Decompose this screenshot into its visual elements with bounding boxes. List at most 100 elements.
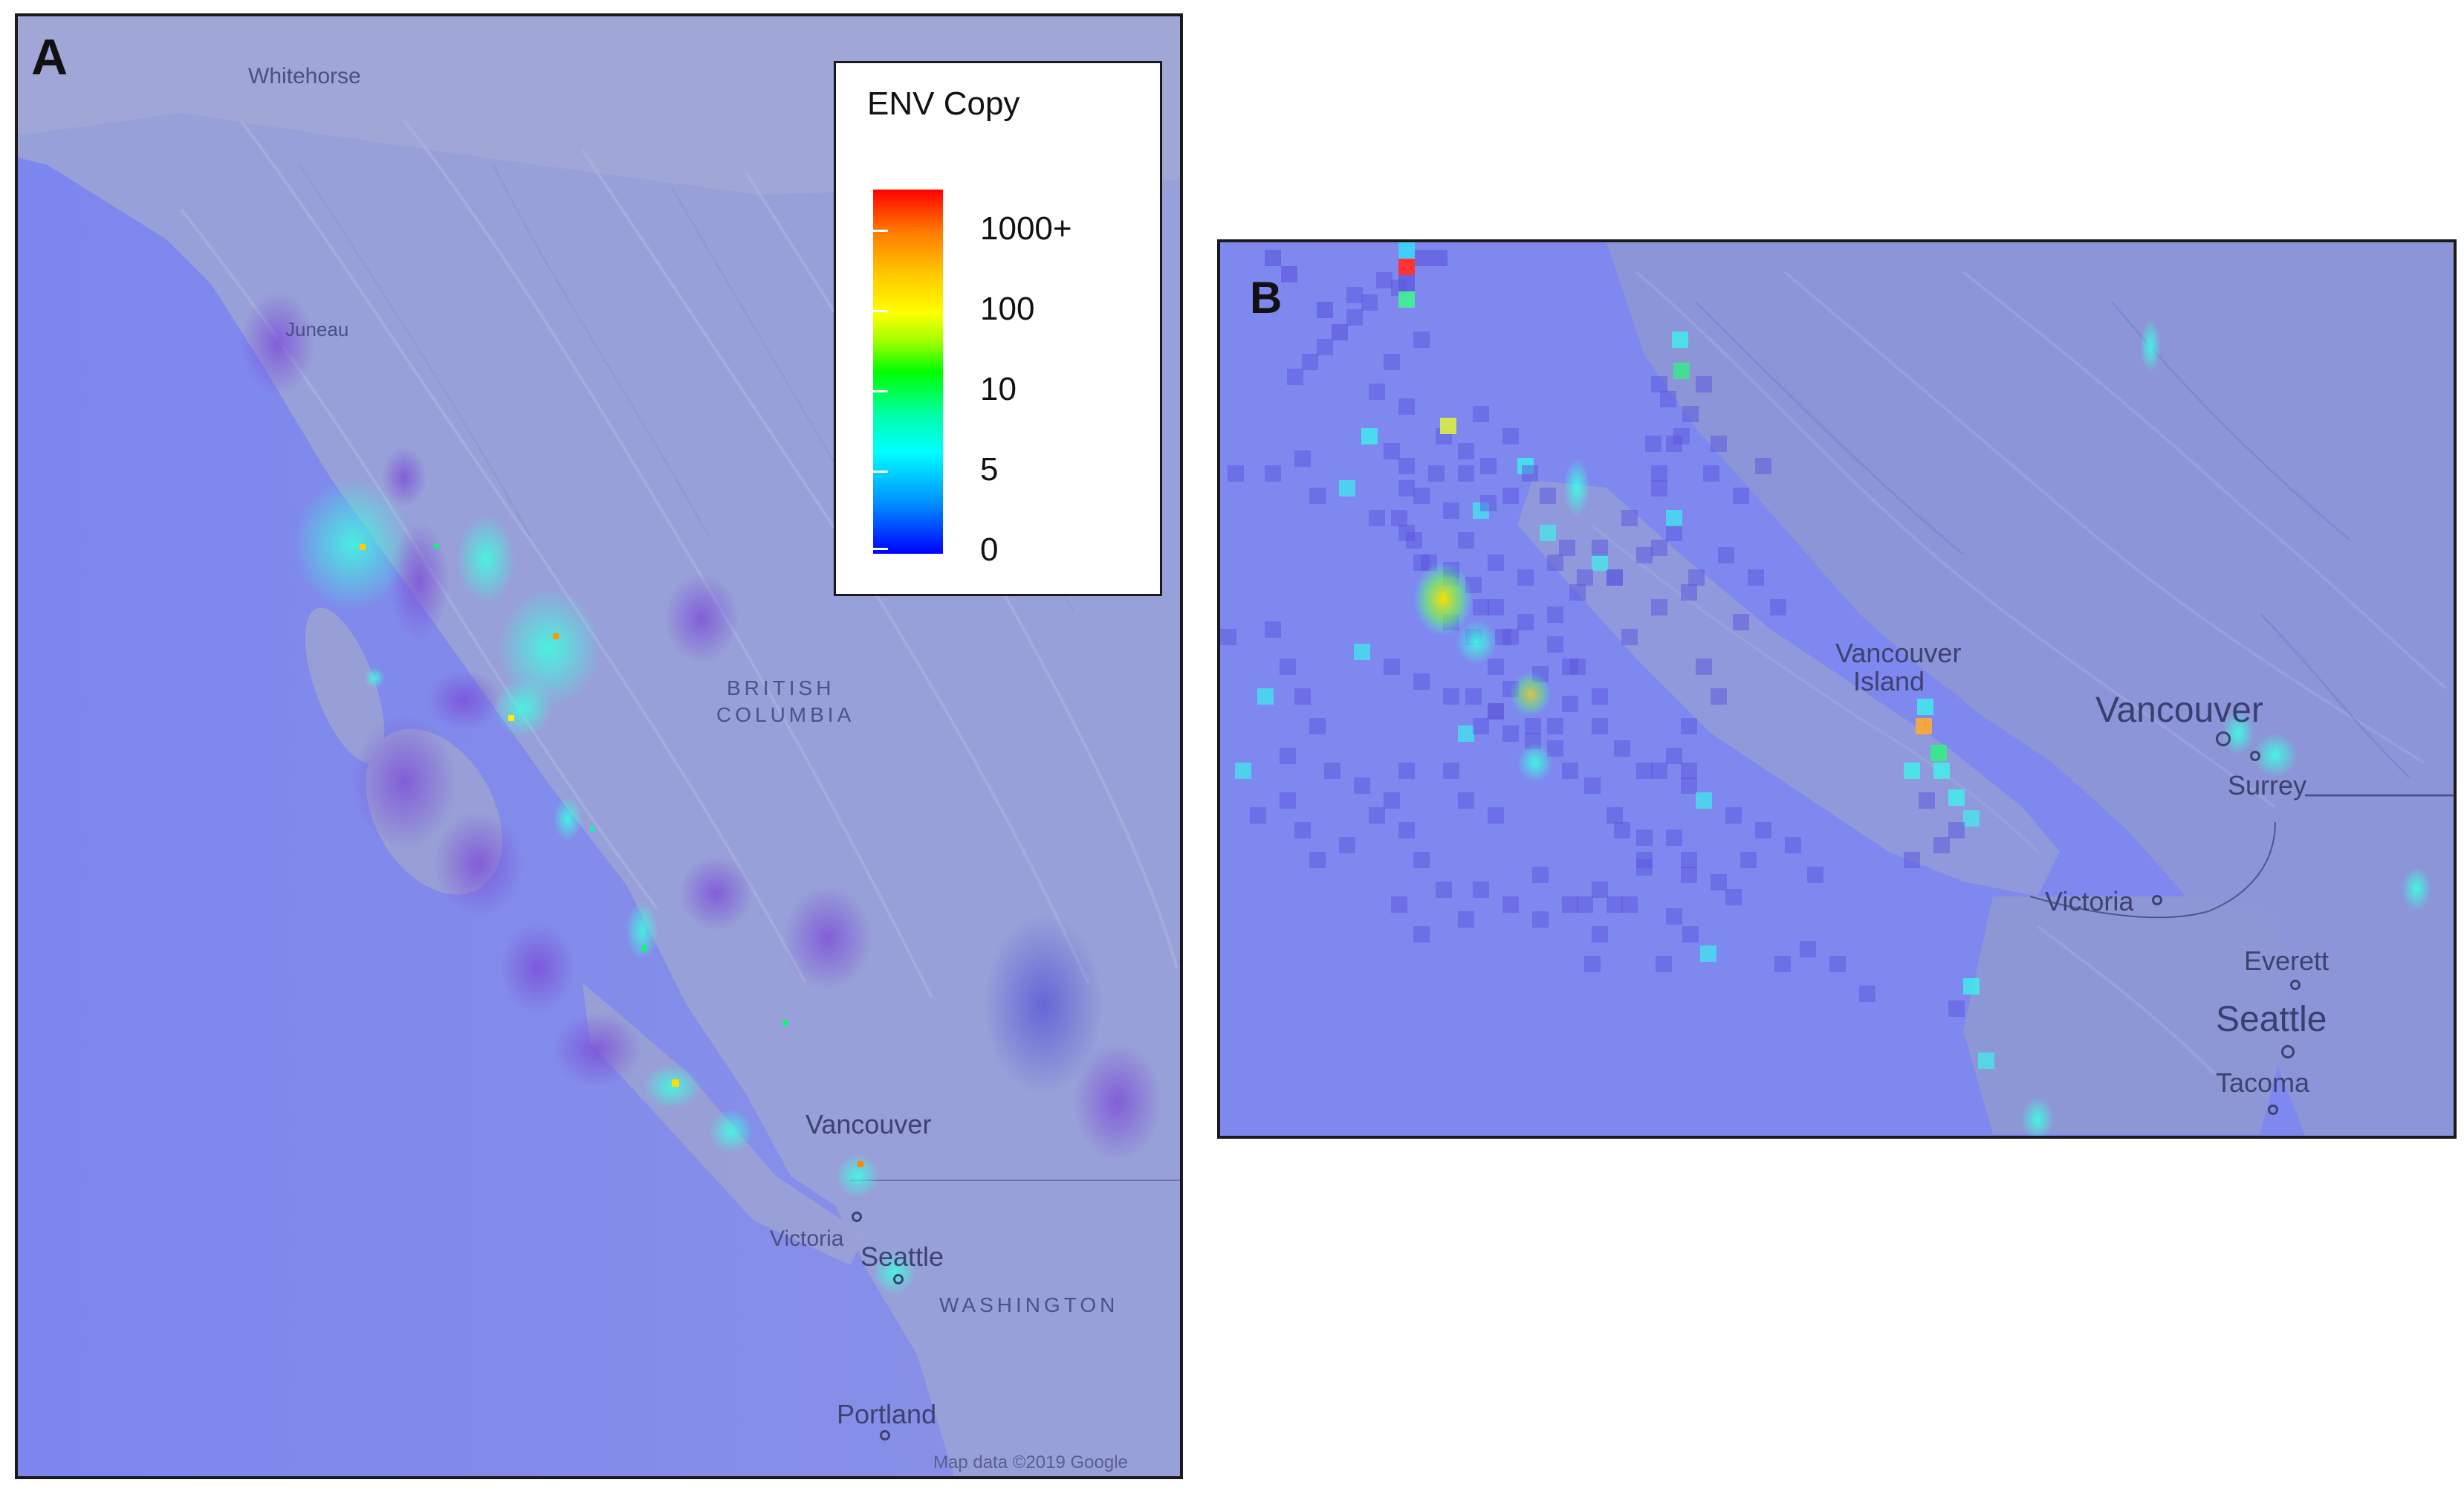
heatmap-pixel xyxy=(1488,703,1504,720)
heatmap-pixel xyxy=(1621,510,1638,526)
heatmap-pixel xyxy=(1443,688,1459,705)
heatmap-pixel xyxy=(1532,867,1549,883)
heatmap-pixel xyxy=(1413,554,1430,571)
heatmap-pixel xyxy=(1480,458,1497,474)
heatmap-pixel xyxy=(1413,852,1430,868)
heatmap-pixel xyxy=(1354,644,1370,660)
legend-tickmark-10 xyxy=(873,390,888,392)
legend-tick-label: 100 xyxy=(980,291,1035,327)
heatmap-pixel xyxy=(1774,956,1791,972)
heatmap-pixel xyxy=(1294,822,1311,838)
heatmap-pixel xyxy=(1711,688,1727,705)
heatmap-pixel xyxy=(1398,458,1415,474)
heatmap-pixel xyxy=(1502,725,1519,742)
legend-title: ENV Copy xyxy=(867,85,1020,122)
heatmap-pixel xyxy=(1666,908,1682,925)
heatmap-pixel xyxy=(1502,896,1519,913)
label-portland: Portland xyxy=(837,1399,937,1429)
heatmap-pixel xyxy=(1755,822,1771,838)
heatmap-pixel xyxy=(1473,406,1489,422)
heatmap-pixel xyxy=(1592,540,1608,556)
legend-tick-label: 0 xyxy=(980,531,999,568)
heatmap-pixel xyxy=(1332,324,1348,340)
heatmap-pixel xyxy=(1532,911,1549,928)
heatmap-pixel xyxy=(1660,391,1676,407)
heatmap-pixel xyxy=(1339,837,1355,853)
heatmap-pixel xyxy=(1369,384,1385,400)
heatmap-pixel xyxy=(1562,763,1578,779)
map-panel-a[interactable]: A Whitehorse Juneau BRITISH COLUMBIA Van… xyxy=(15,13,1183,1479)
heatmap-pixel xyxy=(1800,941,1816,957)
heatmap-pixel xyxy=(1525,718,1541,734)
heatmap-pixel xyxy=(1636,547,1653,563)
heatmap-pixel xyxy=(1250,807,1266,824)
heatmap-pixel xyxy=(1607,896,1623,913)
heatmap-pixel xyxy=(1636,859,1653,876)
heatmap-pixel xyxy=(1733,614,1749,630)
heatmap-pixel xyxy=(1398,275,1415,291)
heatmap-pixel xyxy=(1398,480,1415,497)
heatmap-pixel xyxy=(1666,510,1682,526)
heatmap-pixel xyxy=(1547,607,1563,623)
legend-tick-label: 5 xyxy=(980,451,999,488)
heatmap-pixel xyxy=(1436,882,1452,898)
heatmap-pixel xyxy=(1807,867,1823,883)
heatmap-pixel xyxy=(1569,659,1586,675)
heatmap-pixel xyxy=(1651,376,1667,392)
heatmap-pixel xyxy=(1681,584,1697,601)
heatmap-pixel xyxy=(1547,636,1563,653)
heatmap-pixel xyxy=(1577,569,1593,586)
label-juneau: Juneau xyxy=(285,318,349,340)
heatmap-pixel xyxy=(1651,763,1667,779)
heatmap-pixel xyxy=(1265,621,1281,638)
heatmap-pixel xyxy=(1785,837,1801,853)
heatmap-pixel xyxy=(1473,882,1489,898)
label-seattle-a: Seattle xyxy=(860,1241,944,1272)
heatmap-pixel xyxy=(1443,763,1459,779)
heatmap-pixel xyxy=(1384,443,1400,459)
heatmap-pixel xyxy=(1733,488,1749,504)
heatmap-pixel xyxy=(1740,852,1757,868)
panel-a-letter: A xyxy=(31,29,68,85)
label-british: BRITISH xyxy=(727,676,835,699)
heatmap-pixel xyxy=(1755,458,1771,474)
label-vancouver-a: Vancouver xyxy=(805,1109,932,1139)
heatmap-pixel xyxy=(1302,354,1318,370)
heatmap-pixel xyxy=(1287,369,1303,385)
heatmap-pixel xyxy=(1916,718,1932,734)
heatmap-pixel xyxy=(1458,911,1474,928)
heatmap-pixel xyxy=(1309,852,1326,868)
city-dot-seattle-b xyxy=(2281,1045,2295,1058)
label-columbia: COLUMBIA xyxy=(716,703,855,726)
heatmap-pixel xyxy=(1517,569,1534,586)
map-b-terrain xyxy=(1220,242,2454,1136)
heatmap-pixel xyxy=(1443,502,1459,519)
heatmap-pixel xyxy=(1480,495,1497,511)
heatmap-pixel xyxy=(1829,956,1846,972)
heatmap-pixel xyxy=(1361,294,1378,311)
label-tacoma: Tacoma xyxy=(2216,1067,2310,1098)
label-victoria-a: Victoria xyxy=(770,1226,844,1251)
heatmap-pixel xyxy=(1703,465,1719,482)
label-vancouver-island-line2: Island xyxy=(1853,666,1925,696)
heatmap-pixel xyxy=(1384,354,1400,370)
heatmap-pixel xyxy=(1748,569,1764,586)
heatmap-pixels xyxy=(1220,242,1994,1069)
heatmap-pixel xyxy=(1488,599,1504,615)
heatmap-pixel xyxy=(1645,436,1661,452)
city-dot-everett xyxy=(2290,980,2301,990)
color-legend: ENV Copy 1000+ 100 10 5 0 xyxy=(834,61,1162,596)
legend-tick-label: 10 xyxy=(980,371,1017,407)
heatmap-pixel xyxy=(1700,945,1716,962)
map-panel-b[interactable]: B Vancouver Island Vancouver Surrey Vict… xyxy=(1217,239,2457,1139)
heatmap-pixel xyxy=(1398,259,1415,275)
label-whitehorse: Whitehorse xyxy=(248,64,361,88)
heatmap-pixel xyxy=(1458,532,1474,549)
heatmap-pixel xyxy=(1502,428,1519,444)
heatmap-pixel xyxy=(1413,926,1430,943)
heatmap-pixel xyxy=(1592,688,1608,705)
heatmap-pixel xyxy=(1376,272,1393,288)
city-dot-portland xyxy=(880,1430,890,1441)
city-dot-surrey xyxy=(2250,751,2260,761)
heatmap-pixel xyxy=(1458,725,1474,742)
